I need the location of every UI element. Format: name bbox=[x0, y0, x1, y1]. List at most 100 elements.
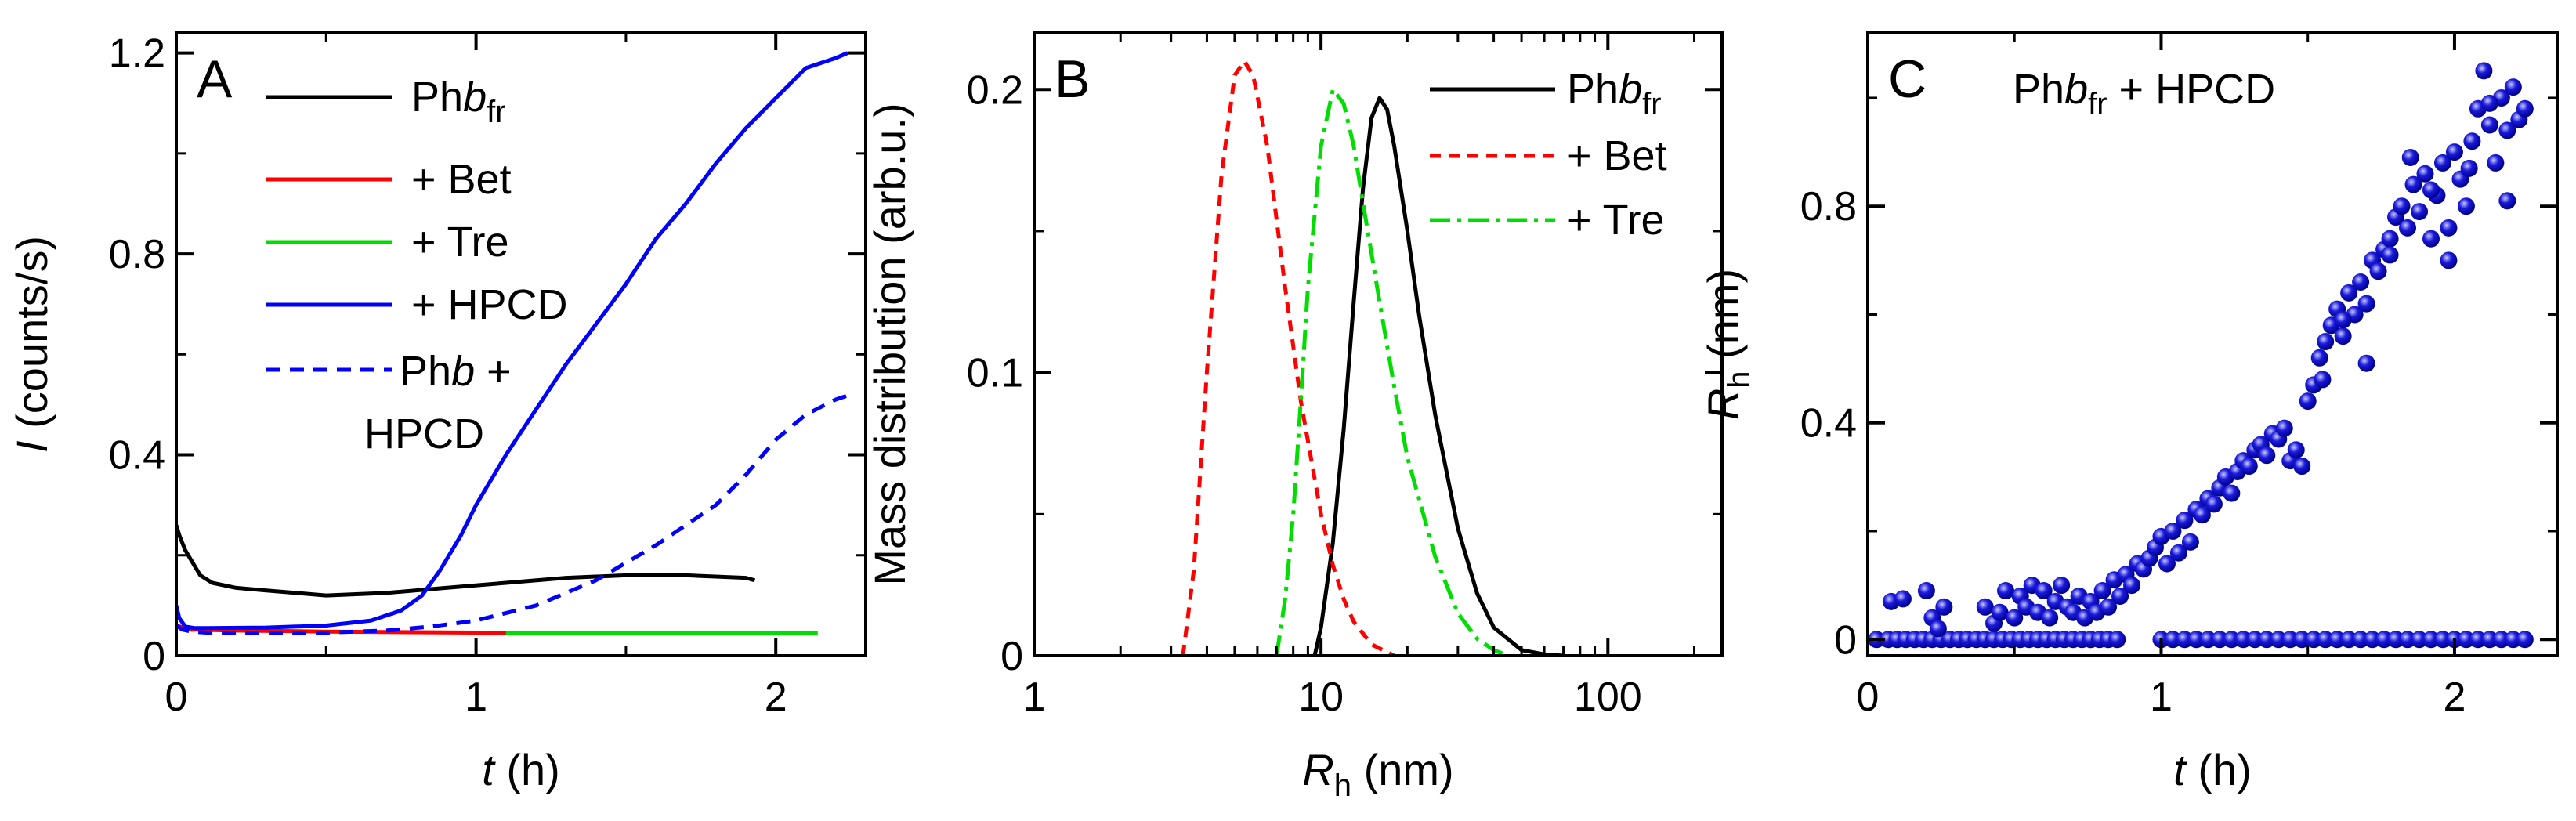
data-point bbox=[2158, 555, 2176, 573]
y-tick-label: 0.4 bbox=[1800, 401, 1857, 447]
data-point bbox=[2176, 512, 2194, 530]
x-tick-label: 100 bbox=[1574, 675, 1642, 720]
legend-label: HPCD bbox=[364, 410, 484, 458]
data-point bbox=[2440, 251, 2458, 269]
data-point bbox=[2504, 78, 2522, 96]
x-axis-label: t (h) bbox=[2173, 745, 2252, 794]
series-line bbox=[176, 51, 848, 631]
data-point bbox=[2275, 419, 2293, 437]
data-point bbox=[2352, 273, 2370, 291]
data-point bbox=[2411, 203, 2428, 221]
axes-frame bbox=[1866, 31, 2559, 657]
data-point bbox=[2401, 149, 2419, 166]
y-axis-label: Mass distribution (arb.u.) bbox=[865, 103, 914, 585]
plot-area bbox=[1868, 62, 2534, 649]
data-point bbox=[2169, 544, 2187, 562]
y-tick-label: 0.2 bbox=[967, 67, 1023, 113]
data-point bbox=[2035, 582, 2053, 600]
data-point bbox=[1997, 582, 2014, 600]
data-point bbox=[2108, 631, 2126, 649]
data-point bbox=[1894, 590, 1912, 608]
x-tick-label: 2 bbox=[2443, 675, 2466, 720]
data-point bbox=[2404, 175, 2422, 193]
data-point bbox=[1929, 620, 1947, 638]
series-fast-mode bbox=[1868, 631, 2534, 649]
legend-label: Phbfr bbox=[411, 74, 506, 129]
data-point bbox=[2006, 609, 2024, 627]
data-point bbox=[2516, 631, 2534, 649]
x-axis-label: t (h) bbox=[482, 745, 560, 794]
data-point bbox=[1991, 603, 2009, 621]
data-point bbox=[2317, 333, 2335, 351]
x-tick-label: 2 bbox=[765, 675, 787, 720]
panel-label: A bbox=[197, 49, 233, 109]
series-line bbox=[1274, 87, 1510, 656]
series-slow-mode bbox=[1882, 62, 2534, 638]
data-point bbox=[2369, 262, 2387, 280]
data-point bbox=[2393, 197, 2411, 215]
data-point bbox=[2299, 392, 2317, 410]
data-point bbox=[2422, 230, 2440, 248]
data-point bbox=[2440, 219, 2458, 237]
legend: Phbfr + Bet + Tre + HPCD Phb + HPCD bbox=[266, 74, 568, 458]
data-point bbox=[2381, 230, 2399, 248]
data-point bbox=[2334, 327, 2352, 345]
x-tick-label: 1 bbox=[2150, 675, 2173, 720]
data-point bbox=[2457, 197, 2475, 215]
data-point bbox=[2041, 609, 2059, 627]
y-tick-label: 1.2 bbox=[109, 31, 165, 77]
data-point bbox=[2381, 246, 2399, 264]
data-point bbox=[1935, 598, 1953, 616]
legend-label: + Tre bbox=[411, 219, 509, 266]
data-point bbox=[2310, 349, 2328, 367]
legend-label: Phb + bbox=[400, 348, 512, 395]
data-point bbox=[2314, 371, 2332, 389]
data-point bbox=[1917, 582, 1935, 600]
data-point bbox=[2480, 94, 2498, 112]
data-point bbox=[2475, 62, 2493, 80]
axes-frame bbox=[175, 31, 867, 657]
data-point bbox=[2205, 495, 2223, 513]
panel-c: 0 1 2 0 0.4 0.8 t (h) Rh (nm) C Phbfr + HPCD bbox=[1699, 31, 2559, 794]
data-point bbox=[2123, 577, 2141, 595]
legend-label: Phbfr bbox=[1567, 66, 1662, 121]
data-point bbox=[2334, 311, 2352, 329]
y-axis-label: I (counts/s) bbox=[7, 236, 56, 453]
x-tick-label: 1 bbox=[1023, 675, 1046, 720]
series-line bbox=[1312, 96, 1564, 656]
data-point bbox=[2498, 121, 2516, 139]
legend-label: + HPCD bbox=[411, 281, 568, 328]
data-point bbox=[2258, 447, 2276, 465]
data-point bbox=[2164, 523, 2182, 540]
panel-a: 0 1 2 0 0.4 0.8 1.2 t (h) I (counts/s) A Phbfr + Be… bbox=[7, 31, 867, 794]
x-tick-label: 0 bbox=[165, 675, 188, 720]
data-point bbox=[2193, 506, 2211, 524]
y-tick-label: 0.1 bbox=[967, 351, 1023, 396]
y-tick-label: 0.4 bbox=[109, 433, 165, 479]
data-point bbox=[2340, 284, 2358, 302]
x-tick-label: 0 bbox=[1857, 675, 1880, 720]
data-point bbox=[2460, 159, 2478, 177]
x-tick-label: 10 bbox=[1298, 675, 1344, 720]
data-point bbox=[2357, 295, 2375, 313]
data-point bbox=[2357, 354, 2375, 372]
x-axis-label: Rh (nm) bbox=[1302, 745, 1453, 803]
y-axis-label: Rh (nm) bbox=[1699, 269, 1757, 420]
plot-area bbox=[176, 51, 852, 635]
data-point bbox=[2433, 154, 2451, 172]
data-point bbox=[2223, 484, 2241, 502]
y-tick-label: 0.8 bbox=[109, 232, 165, 277]
data-point bbox=[2480, 116, 2498, 134]
series-line bbox=[176, 392, 852, 635]
series-line bbox=[176, 524, 756, 598]
data-point bbox=[2293, 458, 2311, 476]
data-point bbox=[2498, 192, 2516, 210]
y-tick-label: 0 bbox=[1834, 617, 1857, 663]
legend: Phbfr + Bet + Tre bbox=[1430, 66, 1667, 244]
data-point bbox=[2287, 441, 2305, 459]
panel-title: Phbfr + HPCD bbox=[2013, 66, 2275, 121]
data-point bbox=[2516, 99, 2534, 118]
data-point bbox=[1976, 598, 1994, 616]
data-point bbox=[2487, 154, 2505, 172]
data-point bbox=[2053, 577, 2071, 595]
